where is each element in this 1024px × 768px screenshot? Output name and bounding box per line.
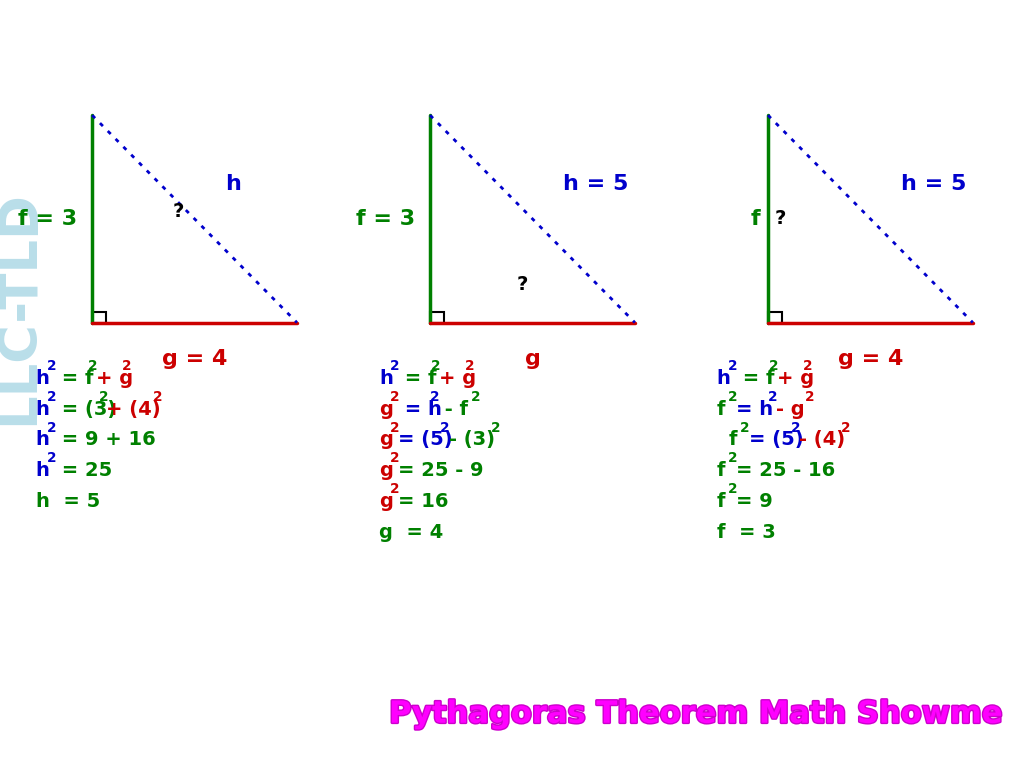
Text: 2: 2 [728, 390, 737, 404]
Text: = 25: = 25 [55, 461, 113, 480]
Text: = (3): = (3) [55, 399, 117, 419]
Text: h  = 5: h = 5 [36, 492, 100, 511]
Text: 2: 2 [440, 421, 450, 435]
Text: = h: = h [736, 399, 773, 419]
Text: = 16: = 16 [398, 492, 449, 511]
Text: f: f [751, 209, 760, 229]
Text: LLC-TLD: LLC-TLD [0, 190, 44, 425]
Text: + g: + g [439, 369, 476, 388]
Text: 2: 2 [47, 452, 56, 465]
Text: h: h [36, 399, 50, 419]
Text: g: g [379, 461, 393, 480]
Text: 2: 2 [431, 359, 440, 373]
Text: = (5): = (5) [398, 430, 453, 449]
Text: = 25 - 9: = 25 - 9 [398, 461, 483, 480]
Text: ?: ? [173, 202, 184, 220]
Text: 2: 2 [390, 359, 399, 373]
Text: - f: - f [438, 399, 475, 419]
Text: h: h [225, 174, 242, 194]
Text: 2: 2 [805, 390, 814, 404]
Bar [430, 312, 444, 323]
Text: 2: 2 [471, 390, 480, 404]
Text: h = 5: h = 5 [563, 174, 629, 194]
Text: g = 4: g = 4 [162, 349, 227, 369]
Text: f = 3: f = 3 [17, 209, 77, 229]
Text: 2: 2 [769, 359, 778, 373]
Text: ?: ? [516, 275, 528, 293]
Text: 2: 2 [122, 359, 131, 373]
Text: 2: 2 [728, 452, 737, 465]
Text: g  = 4: g = 4 [379, 522, 443, 541]
Text: f: f [717, 492, 725, 511]
Text: f: f [729, 430, 737, 449]
Text: = f: = f [55, 369, 94, 388]
Text: Pythagoras Theorem Math Showme: Pythagoras Theorem Math Showme [389, 700, 1000, 729]
Text: 2: 2 [390, 421, 399, 435]
Text: ?: ? [774, 210, 785, 228]
Text: 2: 2 [728, 359, 737, 373]
Text: 2: 2 [728, 482, 737, 496]
Text: g = 4: g = 4 [838, 349, 903, 369]
Text: h = 5: h = 5 [901, 174, 967, 194]
Text: 2: 2 [740, 421, 750, 435]
Text: h: h [379, 369, 393, 388]
Text: 2: 2 [430, 390, 439, 404]
Text: 2: 2 [791, 421, 800, 435]
Text: 2: 2 [465, 359, 474, 373]
Text: f: f [717, 461, 725, 480]
Bar [92, 312, 106, 323]
Text: 2: 2 [47, 390, 56, 404]
Text: f = 3: f = 3 [355, 209, 415, 229]
Text: = 9 + 16: = 9 + 16 [55, 430, 156, 449]
Text: = 25 - 16: = 25 - 16 [736, 461, 836, 480]
Text: = f: = f [736, 369, 775, 388]
Bar [768, 312, 782, 323]
Text: 2: 2 [153, 390, 162, 404]
Text: 2: 2 [803, 359, 812, 373]
Text: h: h [717, 369, 731, 388]
Text: - (4): - (4) [799, 430, 845, 449]
Text: h: h [36, 461, 50, 480]
Text: 2: 2 [390, 482, 399, 496]
Text: - g: - g [776, 399, 812, 419]
Text: f  = 3: f = 3 [717, 522, 775, 541]
Text: + (4): + (4) [106, 399, 161, 419]
Text: g: g [379, 430, 393, 449]
Text: 2: 2 [841, 421, 850, 435]
Text: g: g [524, 349, 541, 369]
Text: 2: 2 [47, 359, 56, 373]
Text: - (3): - (3) [449, 430, 495, 449]
Text: 2: 2 [390, 390, 399, 404]
Text: = (5): = (5) [749, 430, 803, 449]
Text: g: g [379, 399, 393, 419]
Text: = f: = f [398, 369, 437, 388]
Text: = 9: = 9 [736, 492, 773, 511]
Text: h: h [36, 430, 50, 449]
Text: 2: 2 [88, 359, 97, 373]
Text: 2: 2 [47, 421, 56, 435]
Text: + g: + g [96, 369, 133, 388]
Text: g: g [379, 492, 393, 511]
Text: 2: 2 [99, 390, 109, 404]
Text: 2: 2 [390, 452, 399, 465]
Text: + g: + g [777, 369, 814, 388]
Text: f: f [717, 399, 725, 419]
Text: h: h [36, 369, 50, 388]
Text: 2: 2 [768, 390, 777, 404]
Text: 2: 2 [490, 421, 500, 435]
Text: = h: = h [398, 399, 442, 419]
